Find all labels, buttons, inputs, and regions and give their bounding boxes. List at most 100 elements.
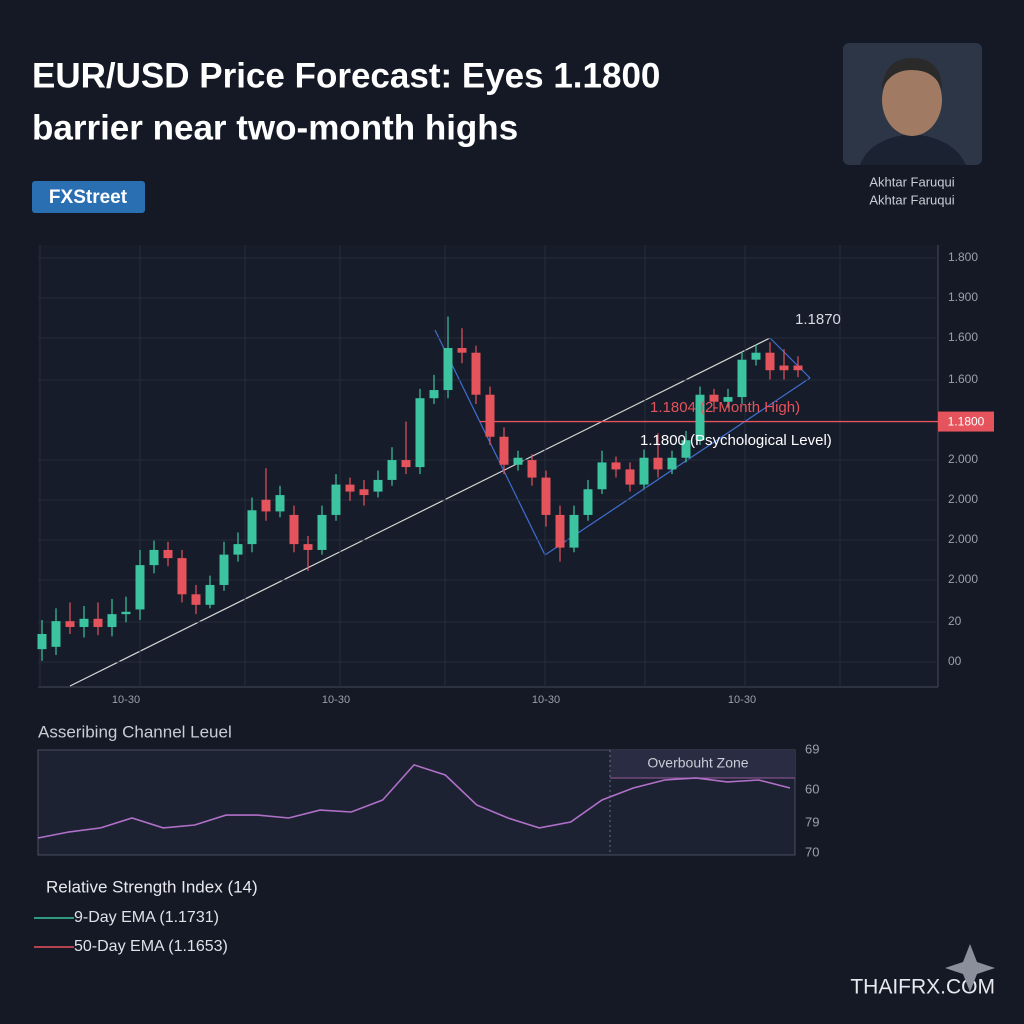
y-axis-label: 1.800 (948, 250, 978, 264)
watermark-icon (945, 944, 995, 992)
y-axis-label: 1.600 (948, 372, 978, 386)
candle-body (779, 365, 789, 371)
candle-body (443, 348, 453, 391)
annotation: 1.1804 (2-Month High) (650, 399, 800, 416)
candle-body (79, 618, 89, 627)
candle-body (681, 440, 691, 458)
author-photo (882, 64, 942, 136)
candle-body (233, 544, 243, 555)
annotation: 1.1870 (795, 311, 841, 328)
trend-line (69, 337, 771, 687)
candle-body (765, 352, 775, 371)
annotation: 1.1800 (Psychological Level) (640, 432, 832, 449)
candle-body (163, 549, 173, 559)
y-axis-label: 1.900 (948, 290, 978, 304)
y-axis-label: 60 (805, 781, 819, 796)
candle-body (107, 614, 117, 627)
candle-body (149, 549, 159, 566)
y-axis-label: 2.000 (948, 452, 978, 466)
candle-body (387, 460, 397, 480)
candle-body (667, 457, 677, 470)
legend-label: 9-Day EMA (1.1731) (74, 909, 219, 926)
y-axis-label: 2.000 (948, 572, 978, 586)
rsi-chart (37, 749, 796, 856)
candle-body (303, 544, 313, 550)
y-axis-label: 2.000 (948, 532, 978, 546)
level-label: 1.1800 (948, 415, 985, 429)
plot-area (38, 245, 938, 687)
candle-body (135, 565, 145, 610)
y-axis-label: 20 (948, 614, 962, 628)
rsi-title: Asseribing Channel Leuel (38, 722, 232, 741)
x-tick-label: 10-30 (112, 694, 140, 706)
candle-body (653, 457, 663, 470)
watermark: THAIFRX.COM (850, 976, 995, 999)
candle-body (51, 621, 61, 647)
candle-body (569, 514, 579, 548)
candle-body (401, 460, 411, 468)
candle-body (625, 469, 635, 485)
y-axis-label: 00 (948, 654, 962, 668)
candle-body (37, 633, 47, 650)
price-chart (37, 245, 939, 688)
candle-body (121, 611, 131, 615)
author-name: Akhtar Faruqui (869, 192, 954, 207)
x-tick-label: 10-30 (322, 694, 350, 706)
author-photo (882, 58, 942, 90)
overbought-zone (610, 750, 795, 778)
candle-body (247, 510, 257, 545)
candle-body (373, 479, 383, 492)
candle-body (485, 394, 495, 437)
candle-body (737, 359, 747, 398)
author-name: Akhtar Faruqui (869, 174, 954, 189)
candle-body (177, 558, 187, 595)
candle-body (261, 499, 271, 512)
brand: FXStreet (49, 187, 128, 208)
brand-badge (32, 181, 145, 213)
candle-body (611, 462, 621, 470)
candle-body (93, 618, 103, 627)
level-badge (938, 411, 994, 432)
y-axis-label: 69 (805, 741, 819, 756)
candle-body (275, 495, 285, 512)
y-axis-label: 70 (805, 844, 819, 859)
y-axis-label: 2.000 (948, 492, 978, 506)
title-line: barrier near two-month highs (32, 108, 518, 147)
candle-body (583, 489, 593, 515)
candle-body (415, 398, 425, 468)
candle-body (499, 436, 509, 465)
candle-body (793, 365, 803, 371)
rsi-line (37, 763, 791, 839)
candle-body (527, 460, 537, 478)
legend-title: Relative Strength Index (14) (46, 877, 258, 896)
candle-body (205, 584, 215, 605)
candle-body (359, 489, 369, 496)
candle-body (513, 457, 523, 465)
candle-body (429, 390, 439, 399)
candle-body (723, 397, 733, 402)
candle-body (471, 352, 481, 395)
candle-body (317, 514, 327, 550)
candle-body (695, 394, 705, 441)
zone-label: Overbouht Zone (647, 755, 748, 771)
candle-body (639, 457, 649, 485)
title-line: EUR/USD Price Forecast: Eyes 1.1800 (32, 56, 660, 95)
candle-body (289, 514, 299, 545)
candle-body (219, 554, 229, 585)
y-axis-label: 1.600 (948, 330, 978, 344)
candle-body (191, 594, 201, 605)
legend-label: 50-Day EMA (1.1653) (74, 938, 228, 955)
candle-body (331, 484, 341, 515)
channel-line (544, 377, 811, 556)
candle-body (65, 621, 75, 627)
candle-body (345, 484, 355, 492)
candle-body (597, 462, 607, 490)
candle-body (457, 348, 467, 353)
x-tick-label: 10-30 (532, 694, 560, 706)
candle-body (751, 352, 761, 360)
author-photo (860, 134, 966, 165)
candle-body (709, 394, 719, 402)
y-axis-label: 79 (805, 814, 819, 829)
